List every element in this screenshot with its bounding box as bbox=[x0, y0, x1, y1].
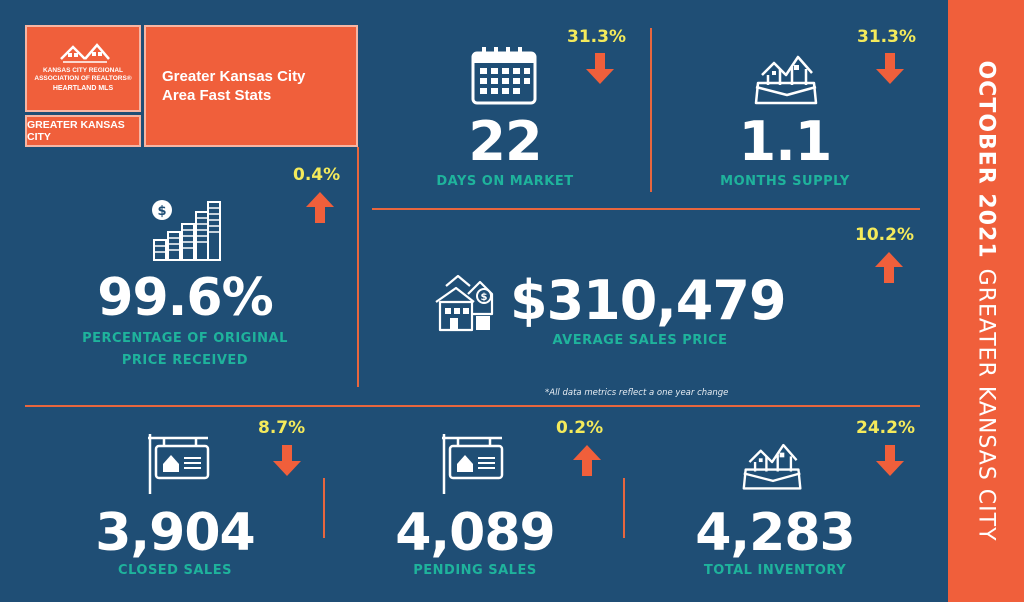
title-line-2: Area Fast Stats bbox=[162, 87, 272, 104]
title-box: Greater Kansas City Area Fast Stats bbox=[144, 25, 358, 147]
pending-sales-value: 4,089 bbox=[395, 503, 555, 563]
logo-line-1: KANSAS CITY REGIONAL bbox=[42, 67, 124, 74]
houses-logo-icon bbox=[60, 43, 110, 63]
avg-sales-price-label: AVERAGE SALES PRICE bbox=[552, 333, 728, 348]
sidebar-region: GREATER KANSAS CITY bbox=[973, 268, 999, 542]
arrow-down-icon bbox=[273, 445, 301, 476]
houses-box-icon bbox=[754, 55, 818, 105]
days-on-market-value: 22 bbox=[468, 110, 542, 173]
logo-line-3: HEARTLAND MLS bbox=[52, 85, 114, 92]
closed-sales-value: 3,904 bbox=[95, 503, 255, 563]
divider-horizontal-middle bbox=[372, 208, 920, 210]
days-on-market-change: 31.3% bbox=[567, 27, 626, 47]
pending-sales-change: 0.2% bbox=[556, 418, 604, 438]
coin-stacks-icon: $ bbox=[152, 200, 221, 261]
days-on-market-label: DAYS ON MARKET bbox=[436, 174, 574, 189]
closed-sales-change: 8.7% bbox=[258, 418, 306, 438]
region-badge: GREATER KANSAS CITY bbox=[25, 115, 141, 147]
arrow-down-icon bbox=[876, 53, 904, 84]
sidebar bbox=[948, 0, 1024, 602]
calendar-icon bbox=[471, 47, 537, 105]
houses-box-icon bbox=[742, 443, 802, 490]
pct-original-price-label-line-2: PRICE RECEIVED bbox=[121, 353, 249, 368]
pct-original-price-value: 99.6% bbox=[97, 268, 273, 328]
sidebar-text: OCTOBER 2021 GREATER KANSAS CITY bbox=[974, 60, 999, 541]
avg-sales-price-value: $310,479 bbox=[510, 269, 787, 332]
divider-vertical-bottom-2 bbox=[623, 478, 625, 538]
months-supply-value: 1.1 bbox=[738, 110, 833, 173]
arrow-down-icon bbox=[586, 53, 614, 84]
title-line-1: Greater Kansas City bbox=[162, 68, 306, 85]
divider-vertical-top bbox=[650, 28, 652, 192]
divider-vertical-bottom-1 bbox=[323, 478, 325, 538]
sale-sign-icon bbox=[442, 434, 504, 494]
total-inventory-change: 24.2% bbox=[856, 418, 915, 438]
pct-original-price-change: 0.4% bbox=[293, 165, 341, 185]
sidebar-month: OCTOBER 2021 bbox=[973, 60, 999, 259]
divider-vertical-left bbox=[357, 147, 359, 387]
months-supply-change: 31.3% bbox=[857, 27, 916, 47]
total-inventory-value: 4,283 bbox=[695, 503, 855, 563]
association-logo: KANSAS CITY REGIONAL ASSOCIATION OF REAL… bbox=[25, 25, 141, 112]
pending-sales-label: PENDING SALES bbox=[413, 563, 537, 578]
footnote: *All data metrics reflect a one year cha… bbox=[545, 388, 729, 398]
pct-original-price-label-line-1: PERCENTAGE OF ORIGINAL bbox=[82, 331, 288, 346]
house-price-icon: $ bbox=[435, 274, 494, 332]
svg-text:$: $ bbox=[157, 204, 166, 219]
divider-horizontal-bottom bbox=[25, 405, 920, 407]
closed-sales-label: CLOSED SALES bbox=[118, 563, 232, 578]
avg-sales-price-change: 10.2% bbox=[855, 225, 914, 245]
arrow-up-icon bbox=[875, 252, 903, 283]
sale-sign-icon bbox=[148, 434, 210, 494]
svg-text:$: $ bbox=[481, 292, 488, 303]
total-inventory-label: TOTAL INVENTORY bbox=[703, 563, 847, 578]
logo-line-2: ASSOCIATION OF REALTORS® bbox=[34, 75, 132, 82]
pct-original-price-label: PERCENTAGE OF ORIGINAL PRICE RECEIVED bbox=[55, 328, 315, 372]
arrow-down-icon bbox=[876, 445, 904, 476]
months-supply-label: MONTHS SUPPLY bbox=[720, 174, 850, 189]
arrow-up-icon bbox=[573, 445, 601, 476]
arrow-up-icon bbox=[306, 192, 334, 223]
